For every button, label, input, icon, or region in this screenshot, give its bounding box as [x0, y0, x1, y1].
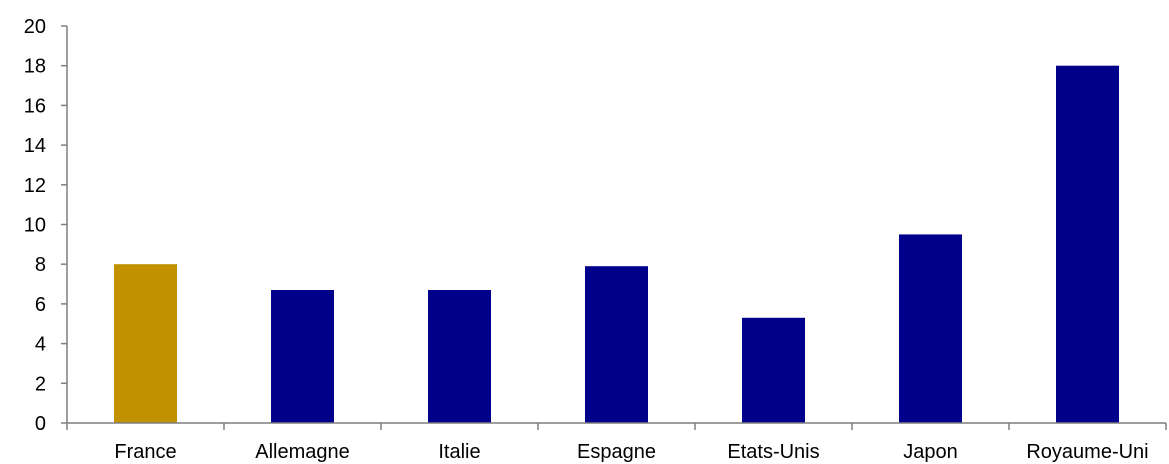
bar-etats-unis [742, 317, 805, 423]
x-axis-ticks: France Allemagne Italie Espagne Etats-Unis Ja… [66, 423, 1167, 463]
bars-group [114, 65, 1119, 423]
y-tick-label: 8 [35, 254, 46, 276]
bar-japon [899, 234, 962, 423]
y-tick-label: 12 [24, 175, 46, 197]
x-category-label: Royaume-Uni [1026, 441, 1148, 463]
y-tick-label: 10 [24, 215, 46, 237]
y-tick-label: 4 [35, 334, 46, 356]
x-category-label: France [114, 441, 176, 463]
y-axis-ticks: 0 2 4 6 8 10 12 14 16 18 20 [24, 16, 67, 435]
bar-italie [428, 290, 491, 423]
bar-espagne [585, 266, 648, 423]
bar-france [114, 264, 177, 423]
x-category-label: Japon [903, 441, 958, 463]
x-category-label: Italie [438, 441, 480, 463]
y-tick-label: 14 [24, 135, 46, 157]
y-tick-label: 16 [24, 95, 46, 117]
y-tick-label: 20 [24, 16, 46, 38]
y-tick-label: 0 [35, 413, 46, 435]
y-tick-label: 2 [35, 373, 46, 395]
x-category-label: Espagne [577, 441, 656, 463]
x-category-label: Etats-Unis [727, 441, 819, 463]
y-tick-label: 18 [24, 56, 46, 78]
bar-royaume-uni [1056, 65, 1119, 423]
x-category-label: Allemagne [255, 441, 350, 463]
y-tick-label: 6 [35, 294, 46, 316]
bar-allemagne [271, 290, 334, 423]
